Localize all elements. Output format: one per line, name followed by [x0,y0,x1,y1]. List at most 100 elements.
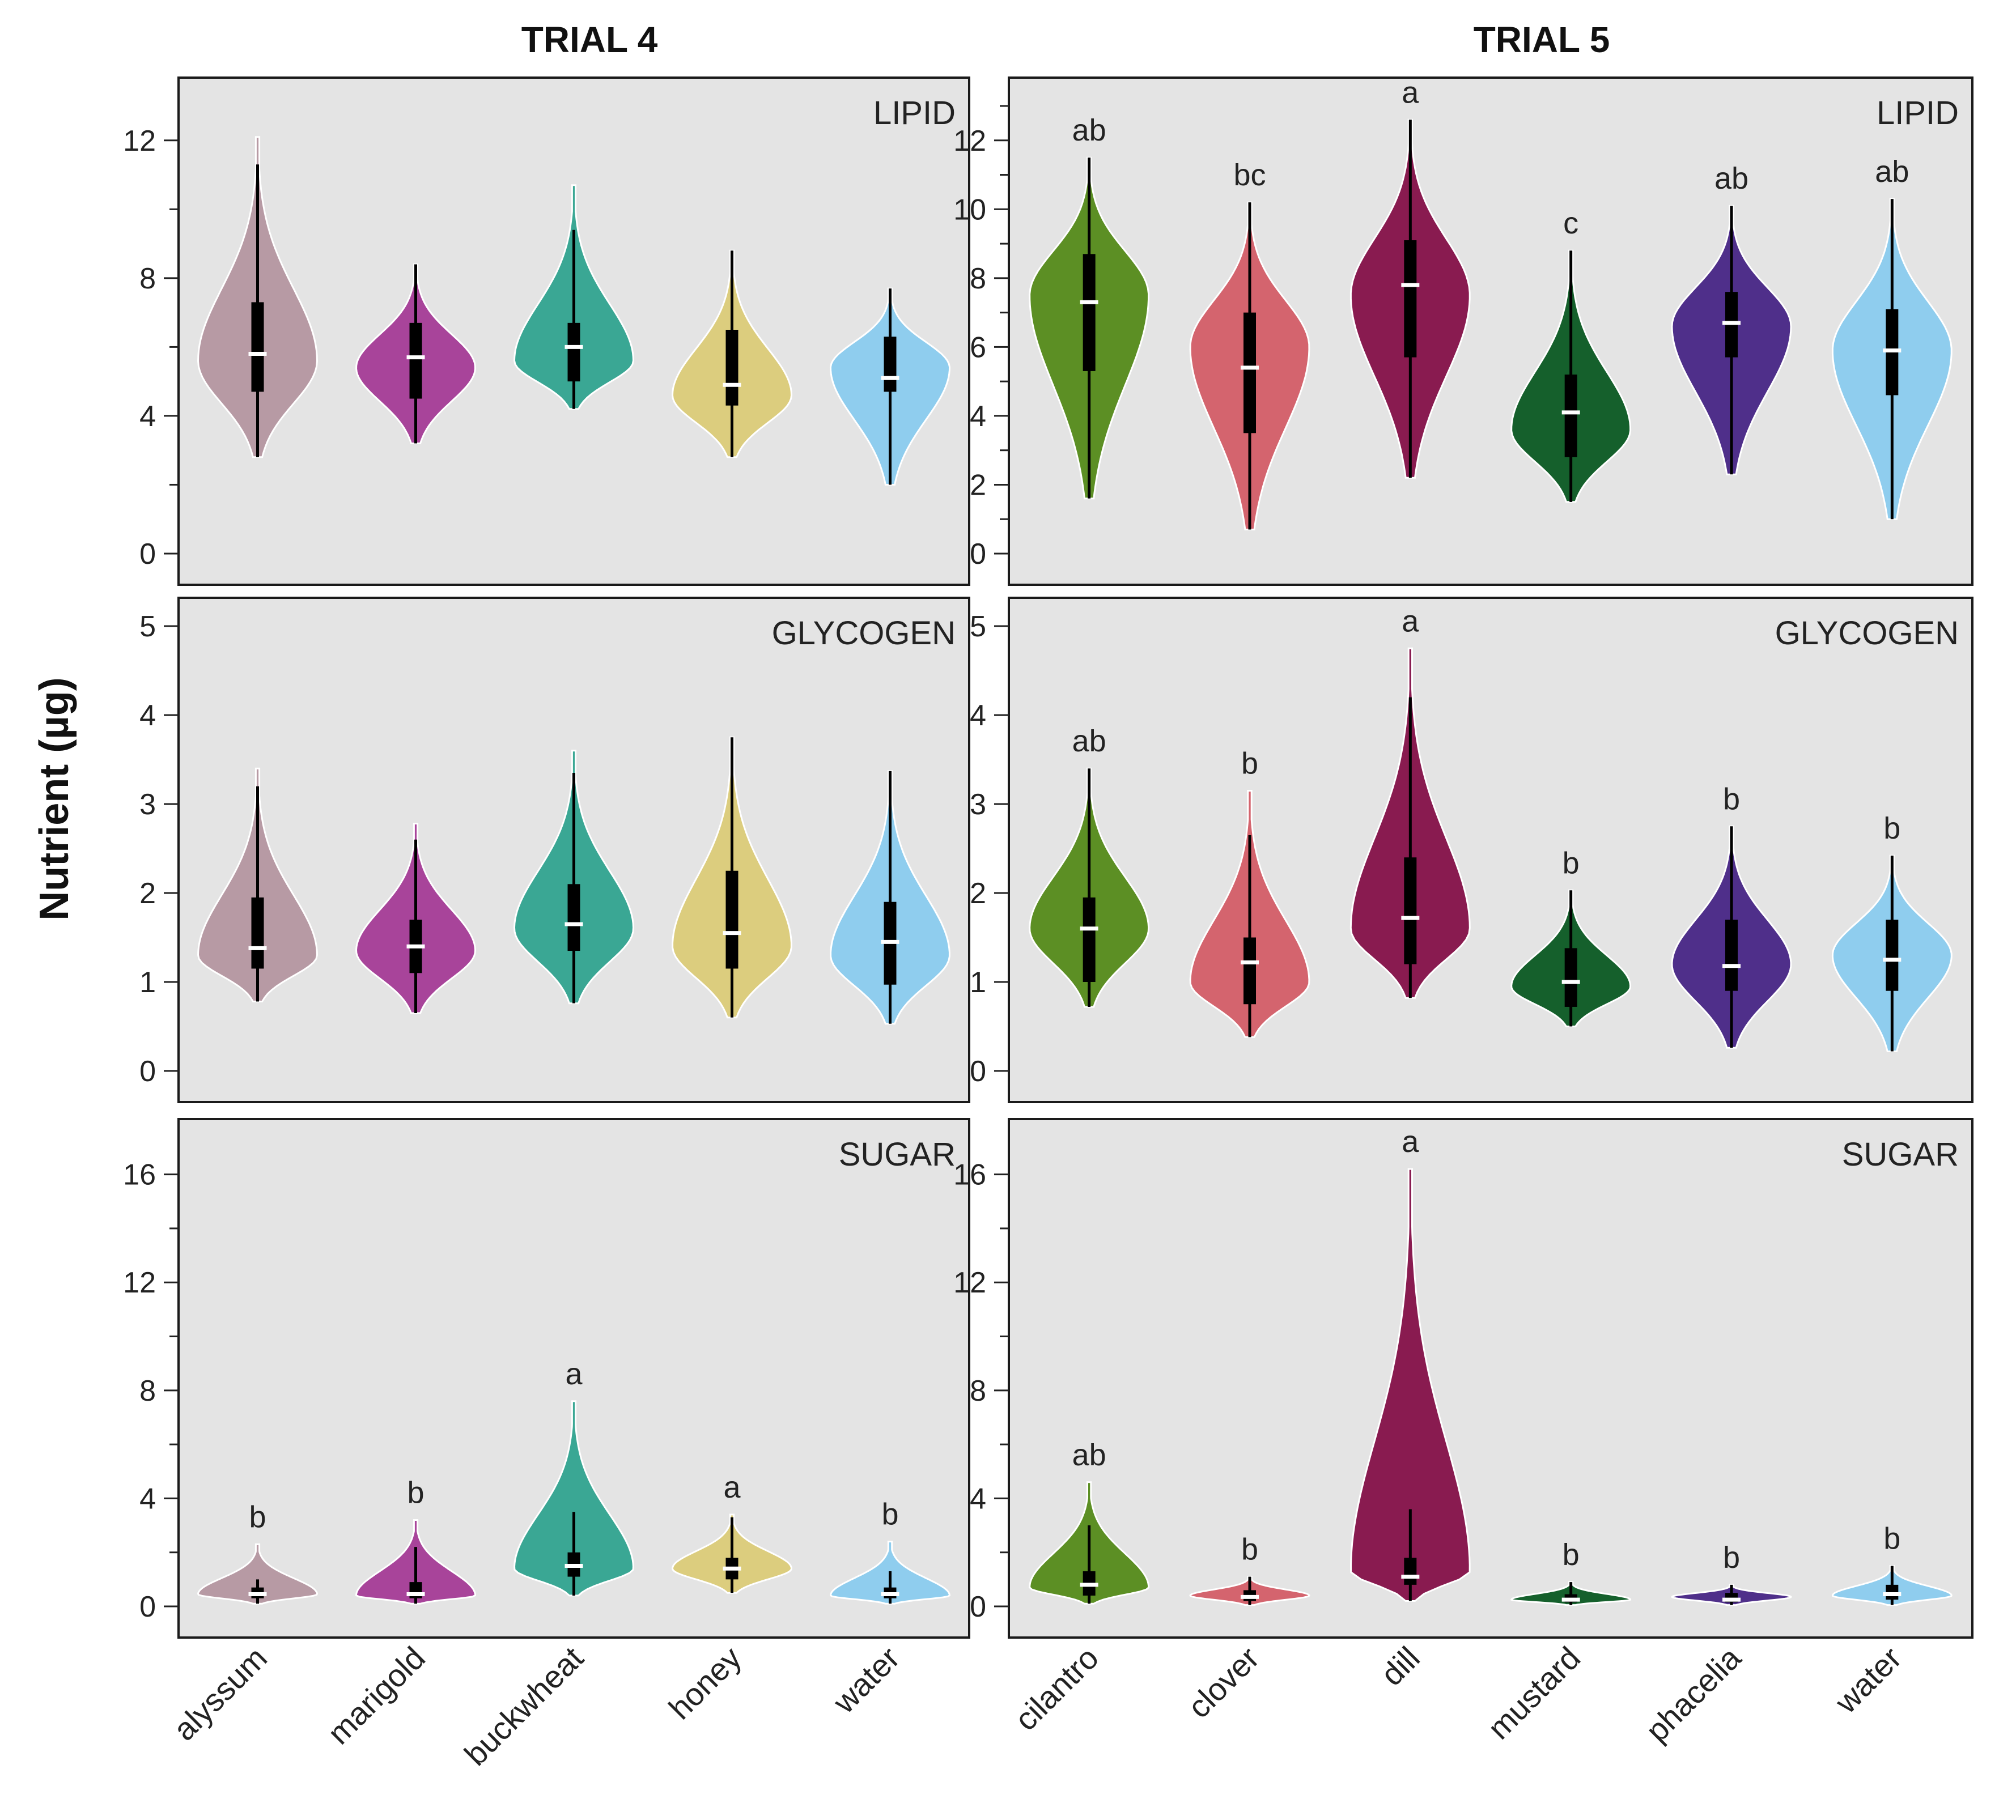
panel-label: SUGAR [839,1136,956,1173]
violin-buckwheat [513,184,635,410]
significance-letter: b [1883,811,1900,845]
significance-letter: a [723,1470,741,1504]
y-tick-label: 4 [139,1482,156,1515]
iqr-box [1243,312,1256,433]
iqr-box [251,897,264,969]
panel-trial-4-glycogen: 0 1 2 3 4 5 GLYCOGEN [139,597,970,1103]
iqr-box [409,322,422,399]
iqr-box [1564,948,1577,1007]
iqr-box [1404,1558,1417,1585]
y-tick-label: 1 [139,966,156,999]
y-tick-label: 5 [970,610,986,643]
significance-letter: b [1241,746,1258,780]
y-tick-label: 12 [123,1266,156,1299]
iqr-box [1083,254,1096,371]
violin-cilantro: ab [1029,113,1150,500]
violin-clover: b [1189,746,1310,1038]
y-tick-label: 16 [123,1159,156,1192]
violin-mustard: b [1510,1538,1632,1606]
y-tick-label: 0 [970,1055,986,1088]
y-tick-label: 12 [953,125,986,158]
panel-trial-5-sugar: 0481216SUGARabcilantrobcloveradillbmusta… [953,1118,1973,1749]
iqr-box [884,337,897,392]
y-tick-label: 1 [970,966,986,999]
y-tick-label: 16 [953,1159,986,1192]
violin-body [513,1400,634,1597]
violin-phacelia: b [1671,782,1792,1049]
significance-letter: b [407,1476,424,1510]
significance-letter: b [881,1498,898,1532]
significance-letter: ab [1714,161,1748,195]
iqr-box [725,870,739,969]
panel-frame [1008,597,1973,1103]
y-tick-label: 4 [139,400,156,433]
violin-alyssum: b [197,1500,319,1605]
significance-letter: b [249,1500,266,1534]
panel-trial-4-lipid: 0 4 8 12 LIPID [123,76,970,586]
y-tick-label: 4 [970,699,986,732]
panel-label: LIPID [873,95,956,131]
violin-marigold [355,263,476,444]
y-tick-label: 0 [970,1591,986,1623]
y-tick-label: 4 [970,400,986,433]
violin-clover: b [1189,1533,1310,1606]
y-tick-label: 0 [139,1055,156,1088]
violin-buckwheat: a [513,1357,634,1597]
violin-honey [672,736,792,1019]
violin-water: b [1831,1522,1953,1606]
significance-letter: b [1241,1533,1258,1567]
y-tick-label: 0 [970,538,986,571]
iqr-box [251,302,264,392]
panel-label: SUGAR [1842,1136,1959,1173]
significance-letter: a [1402,604,1419,638]
y-tick-label: 2 [139,877,156,910]
y-tick-label: 5 [139,610,156,643]
y-tick-label: 2 [970,877,986,910]
panel-frame [1008,76,1973,586]
panel-label: LIPID [1877,95,1959,131]
violin-buckwheat [513,750,635,1005]
significance-letter: bc [1233,158,1266,192]
significance-letter: b [1883,1522,1900,1556]
significance-letter: ab [1072,724,1106,758]
violin-dill: a [1349,604,1471,999]
violin-marigold: b [355,1476,477,1605]
violin-mustard: c [1510,206,1632,503]
iqr-box [1886,1584,1899,1600]
trial-5-title: TRIAL 5 [1474,19,1610,60]
violin-cilantro: ab [1029,1438,1150,1605]
y-tick-label: 2 [970,469,986,501]
y-tick-label: 8 [139,262,156,295]
iqr-box [725,330,739,406]
y-tick-label: 6 [970,331,986,364]
significance-letter: ab [1072,1438,1106,1472]
panel-label: GLYCOGEN [1775,615,1959,652]
violin-water: b [829,1498,951,1605]
y-tick-label: 10 [953,193,986,226]
y-tick-label: 0 [139,538,156,571]
violin-mustard: b [1510,846,1632,1027]
iqr-box [1404,240,1417,358]
y-tick-label: 4 [139,699,156,732]
violin-honey: a [671,1470,793,1594]
y-tick-label: 8 [970,1375,986,1407]
panel-label: GLYCOGEN [772,615,956,652]
significance-letter: b [1723,782,1740,816]
significance-letter: a [565,1357,583,1391]
violin-dill: a [1349,75,1471,479]
y-tick-label: 8 [970,262,986,295]
significance-letter: b [1563,846,1580,880]
iqr-box [1725,920,1738,991]
violin-alyssum [197,767,319,1002]
violin-water: b [1831,811,1953,1052]
significance-letter: a [1402,75,1419,109]
violin-alyssum [197,136,319,458]
significance-letter: b [1563,1538,1580,1572]
violin-marigold [355,823,477,1014]
violin-water [830,770,950,1025]
y-tick-label: 4 [970,1482,986,1515]
significance-letter: ab [1875,155,1909,189]
